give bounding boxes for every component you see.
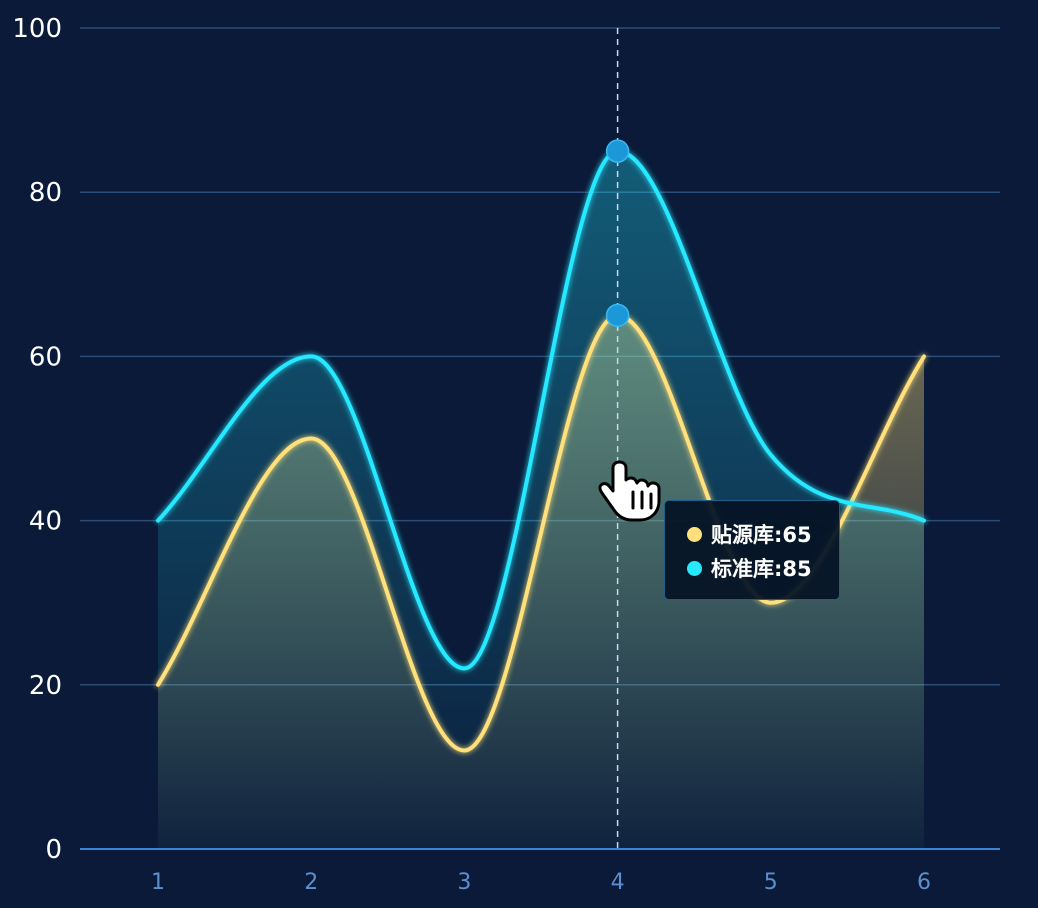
tooltip-row: 标准库:85	[687, 551, 839, 585]
series-line[interactable]	[156, 149, 926, 671]
y-tick-label: 0	[45, 835, 62, 865]
data-point-marker[interactable]	[605, 139, 630, 163]
series-lines	[156, 149, 926, 753]
tooltip-row: 贴源库:65	[687, 517, 839, 551]
y-tick-label: 100	[12, 14, 62, 44]
data-point-marker[interactable]	[605, 303, 630, 328]
y-axis: 0 20 40 60 80 100	[12, 14, 62, 865]
series-dot-icon	[687, 560, 702, 576]
x-tick-label: 4	[611, 870, 625, 895]
y-tick-label: 80	[29, 178, 62, 208]
chart-tooltip: 贴源库:65 标准库:85	[664, 500, 840, 600]
series-areas	[158, 151, 924, 850]
x-tick-label: 1	[151, 870, 165, 895]
x-tick-label: 5	[764, 870, 778, 895]
y-tick-label: 20	[29, 671, 62, 701]
series-dot-icon	[687, 526, 702, 542]
axis-pointer	[605, 28, 630, 849]
series-area	[158, 151, 924, 850]
x-tick-label: 3	[457, 870, 471, 895]
x-tick-label: 2	[304, 870, 318, 895]
x-tick-label: 6	[917, 870, 931, 895]
y-tick-label: 40	[29, 507, 62, 537]
hand-cursor-icon	[598, 460, 661, 522]
tooltip-label: 标准库:85	[711, 557, 812, 581]
x-axis: 1 2 3 4 5 6	[80, 848, 1000, 895]
y-tick-label: 60	[29, 342, 62, 372]
series-line[interactable]	[156, 313, 926, 753]
tooltip-label: 贴源库:65	[711, 523, 812, 547]
